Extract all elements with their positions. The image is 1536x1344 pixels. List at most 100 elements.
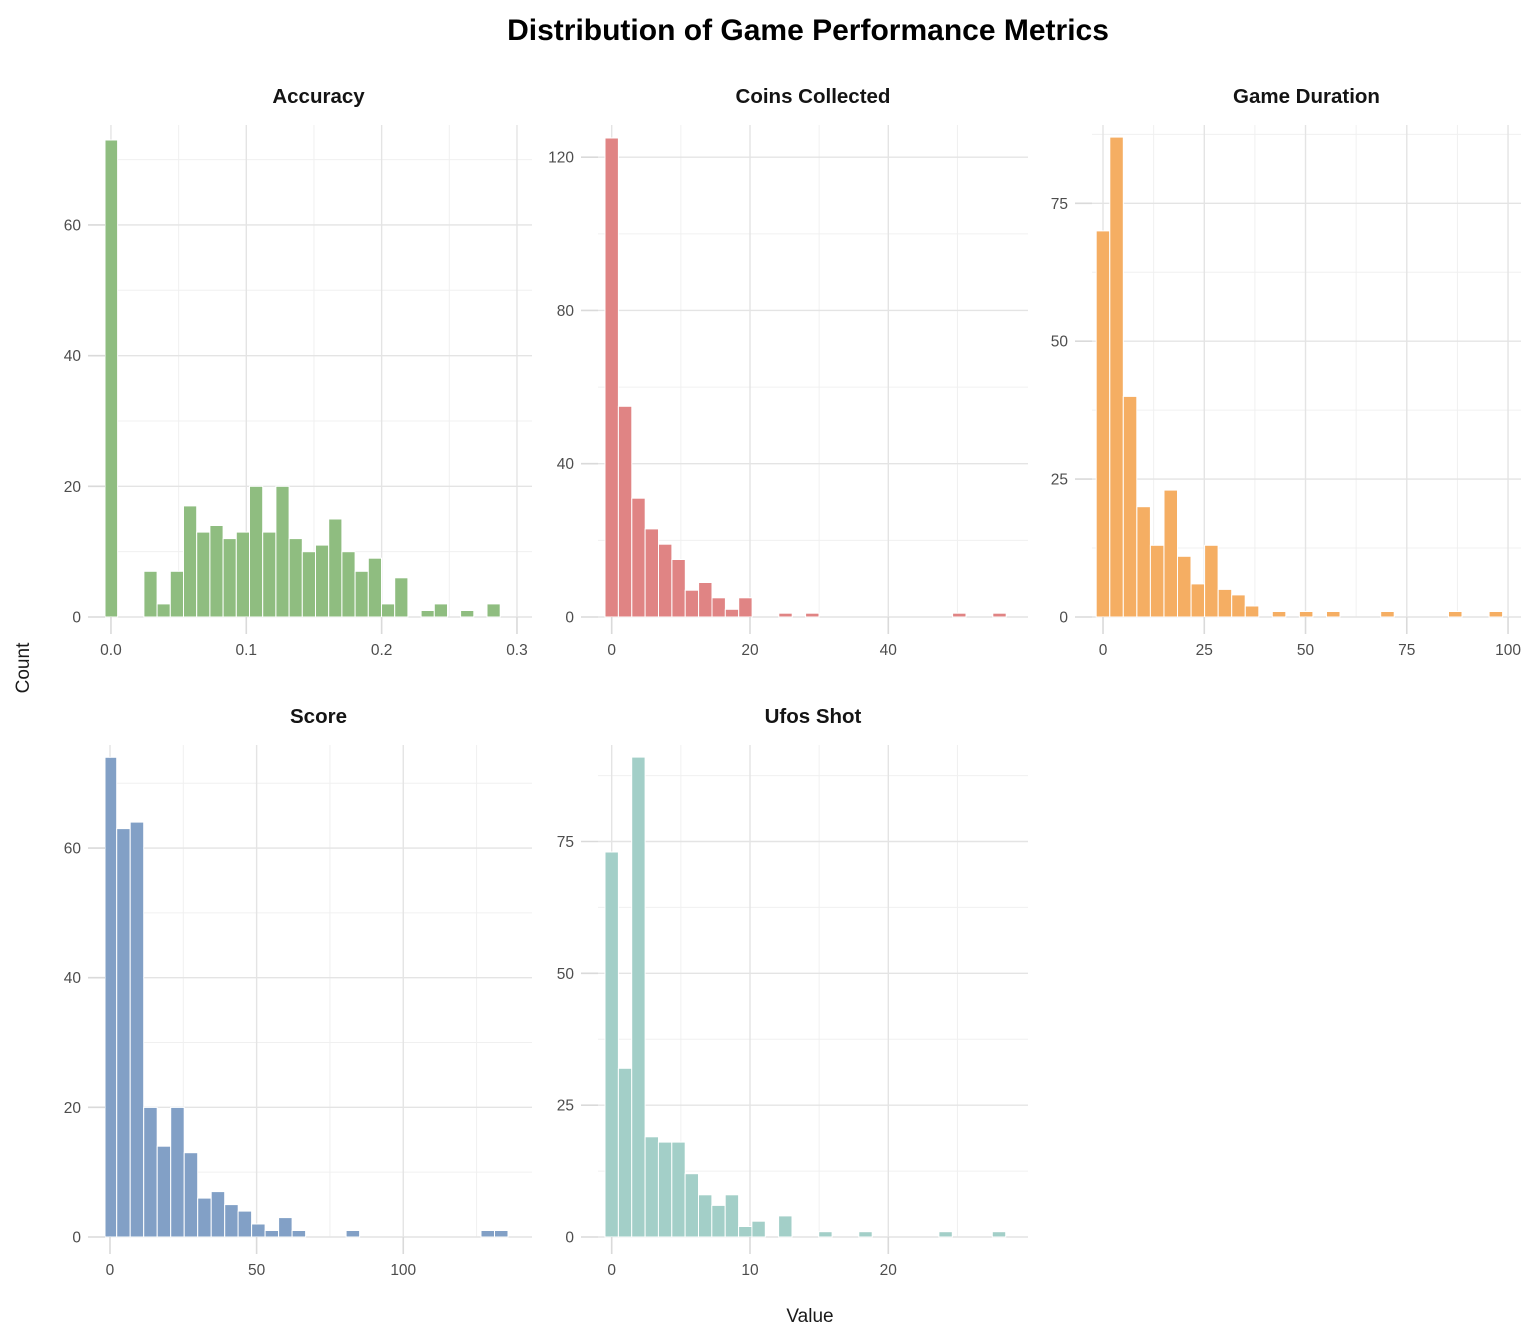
panel-score: 0 50 100 0 20 40 60 Score bbox=[64, 705, 532, 1279]
histogram-bar bbox=[249, 485, 264, 618]
histogram-bar bbox=[196, 531, 211, 618]
x-tick-label: 20 bbox=[880, 1262, 898, 1279]
x-tick-label: 75 bbox=[1398, 642, 1415, 659]
histogram-bar bbox=[1244, 605, 1260, 618]
panel-title-ufos_shot: Ufos Shot bbox=[765, 705, 862, 728]
histogram-bar bbox=[494, 1230, 509, 1238]
histogram-bar bbox=[1380, 611, 1395, 618]
histogram-bar bbox=[315, 544, 330, 618]
histogram-bar bbox=[1298, 611, 1314, 618]
histogram-bar bbox=[169, 570, 185, 618]
histogram-bar bbox=[778, 1215, 793, 1238]
x-tick-label: 50 bbox=[248, 1262, 266, 1279]
histogram-bar bbox=[805, 612, 820, 618]
x-tick-label: 25 bbox=[1196, 642, 1213, 659]
histogram-bar bbox=[617, 1067, 633, 1238]
x-tick-label: 0.2 bbox=[371, 642, 393, 659]
histogram-bar bbox=[381, 603, 396, 618]
histogram-bar bbox=[698, 582, 713, 618]
histogram-bar bbox=[1095, 230, 1111, 618]
histogram-bar bbox=[104, 756, 118, 1238]
histogram-bar bbox=[486, 603, 501, 618]
panel-coins_collected: 0 20 40 0 40 80 120 Coins Collected bbox=[548, 85, 1028, 659]
y-tick-label: 75 bbox=[1051, 196, 1068, 213]
histogram-bar bbox=[1177, 555, 1192, 618]
y-tick-label: 0 bbox=[72, 1230, 81, 1247]
y-tick-label: 60 bbox=[64, 841, 82, 858]
y-tick-label: 75 bbox=[557, 834, 574, 851]
histogram-bar bbox=[1136, 506, 1151, 618]
histogram-bar bbox=[1488, 611, 1504, 618]
histogram-bar bbox=[1231, 594, 1246, 618]
histogram-bar bbox=[480, 1230, 495, 1238]
x-tick-label: 0 bbox=[607, 642, 616, 659]
histogram-bar bbox=[1217, 588, 1233, 618]
histogram-bar bbox=[1149, 544, 1165, 618]
y-tick-label: 0 bbox=[72, 610, 81, 627]
histogram-bar bbox=[1448, 611, 1463, 618]
y-tick-label: 60 bbox=[64, 217, 82, 234]
histogram-bar bbox=[751, 1220, 766, 1238]
histogram-bar bbox=[341, 551, 356, 618]
histogram-bar bbox=[1326, 611, 1341, 618]
histogram-bar bbox=[183, 505, 198, 618]
histogram-bar bbox=[991, 1231, 1007, 1238]
chart-title: Distribution of Game Performance Metrics bbox=[507, 14, 1109, 47]
x-tick-label: 100 bbox=[390, 1262, 416, 1279]
histogram-bar bbox=[671, 559, 686, 618]
y-tick-label: 0 bbox=[565, 610, 574, 627]
histogram-bar bbox=[251, 1223, 266, 1238]
histogram-bar bbox=[711, 1204, 726, 1238]
x-tick-label: 0.1 bbox=[236, 642, 258, 659]
histogram-bar bbox=[617, 405, 633, 618]
panel-game_duration: 0 25 50 75 100 0 25 50 75 Game Duration bbox=[1051, 85, 1522, 659]
y-tick-label: 40 bbox=[557, 456, 575, 473]
histogram-bar bbox=[129, 821, 145, 1238]
histogram-bar bbox=[698, 1194, 713, 1238]
x-tick-label: 0.0 bbox=[100, 642, 122, 659]
histogram-bar bbox=[345, 1230, 361, 1238]
histogram-bar bbox=[156, 1145, 172, 1238]
histogram-bar bbox=[275, 485, 290, 618]
panel-title-score: Score bbox=[290, 705, 347, 728]
histogram-bar bbox=[291, 1230, 307, 1238]
histogram-bar bbox=[197, 1197, 212, 1238]
histogram-bar bbox=[301, 551, 316, 618]
histogram-bar bbox=[156, 603, 171, 618]
y-tick-label: 0 bbox=[565, 1230, 574, 1247]
histogram-bar bbox=[724, 608, 740, 618]
histogram-bar bbox=[711, 597, 726, 618]
y-tick-label: 25 bbox=[557, 1098, 574, 1115]
y-tick-label: 25 bbox=[1051, 472, 1068, 489]
histogram-bar bbox=[1122, 395, 1138, 618]
histogram-bar bbox=[992, 612, 1007, 618]
y-tick-label: 20 bbox=[64, 1100, 82, 1117]
histogram-bar bbox=[420, 610, 435, 618]
histogram-bar bbox=[1204, 544, 1219, 618]
x-tick-label: 0 bbox=[106, 1262, 115, 1279]
panel-title-coins_collected: Coins Collected bbox=[736, 85, 891, 108]
histogram-bar bbox=[354, 570, 369, 618]
histogram-bar bbox=[394, 577, 409, 618]
y-tick-label: 120 bbox=[548, 150, 574, 167]
panel-accuracy: 0.0 0.1 0.2 0.3 0 20 40 60 Accuracy bbox=[64, 85, 532, 659]
y-tick-label: 80 bbox=[557, 303, 575, 320]
y-tick-label: 20 bbox=[64, 479, 82, 496]
histogram-bar bbox=[644, 528, 659, 618]
histogram-bar bbox=[143, 1106, 158, 1238]
histogram-bar bbox=[604, 137, 619, 618]
histogram-bar bbox=[170, 1106, 185, 1238]
histogram-bar bbox=[367, 557, 382, 618]
histogram-bar bbox=[278, 1217, 293, 1238]
histogram-bar bbox=[738, 597, 753, 618]
x-tick-label: 20 bbox=[741, 642, 759, 659]
x-tick-label: 10 bbox=[741, 1262, 759, 1279]
panel-ufos_shot: 0 10 20 0 25 50 75 Ufos Shot bbox=[557, 705, 1028, 1279]
histogram-bar bbox=[644, 1136, 659, 1238]
y-tick-label: 50 bbox=[1051, 334, 1069, 351]
histogram-bar bbox=[237, 1210, 253, 1238]
histogram-bar bbox=[671, 1141, 686, 1238]
histogram-bar bbox=[658, 543, 673, 618]
x-tick-label: 100 bbox=[1495, 642, 1521, 659]
